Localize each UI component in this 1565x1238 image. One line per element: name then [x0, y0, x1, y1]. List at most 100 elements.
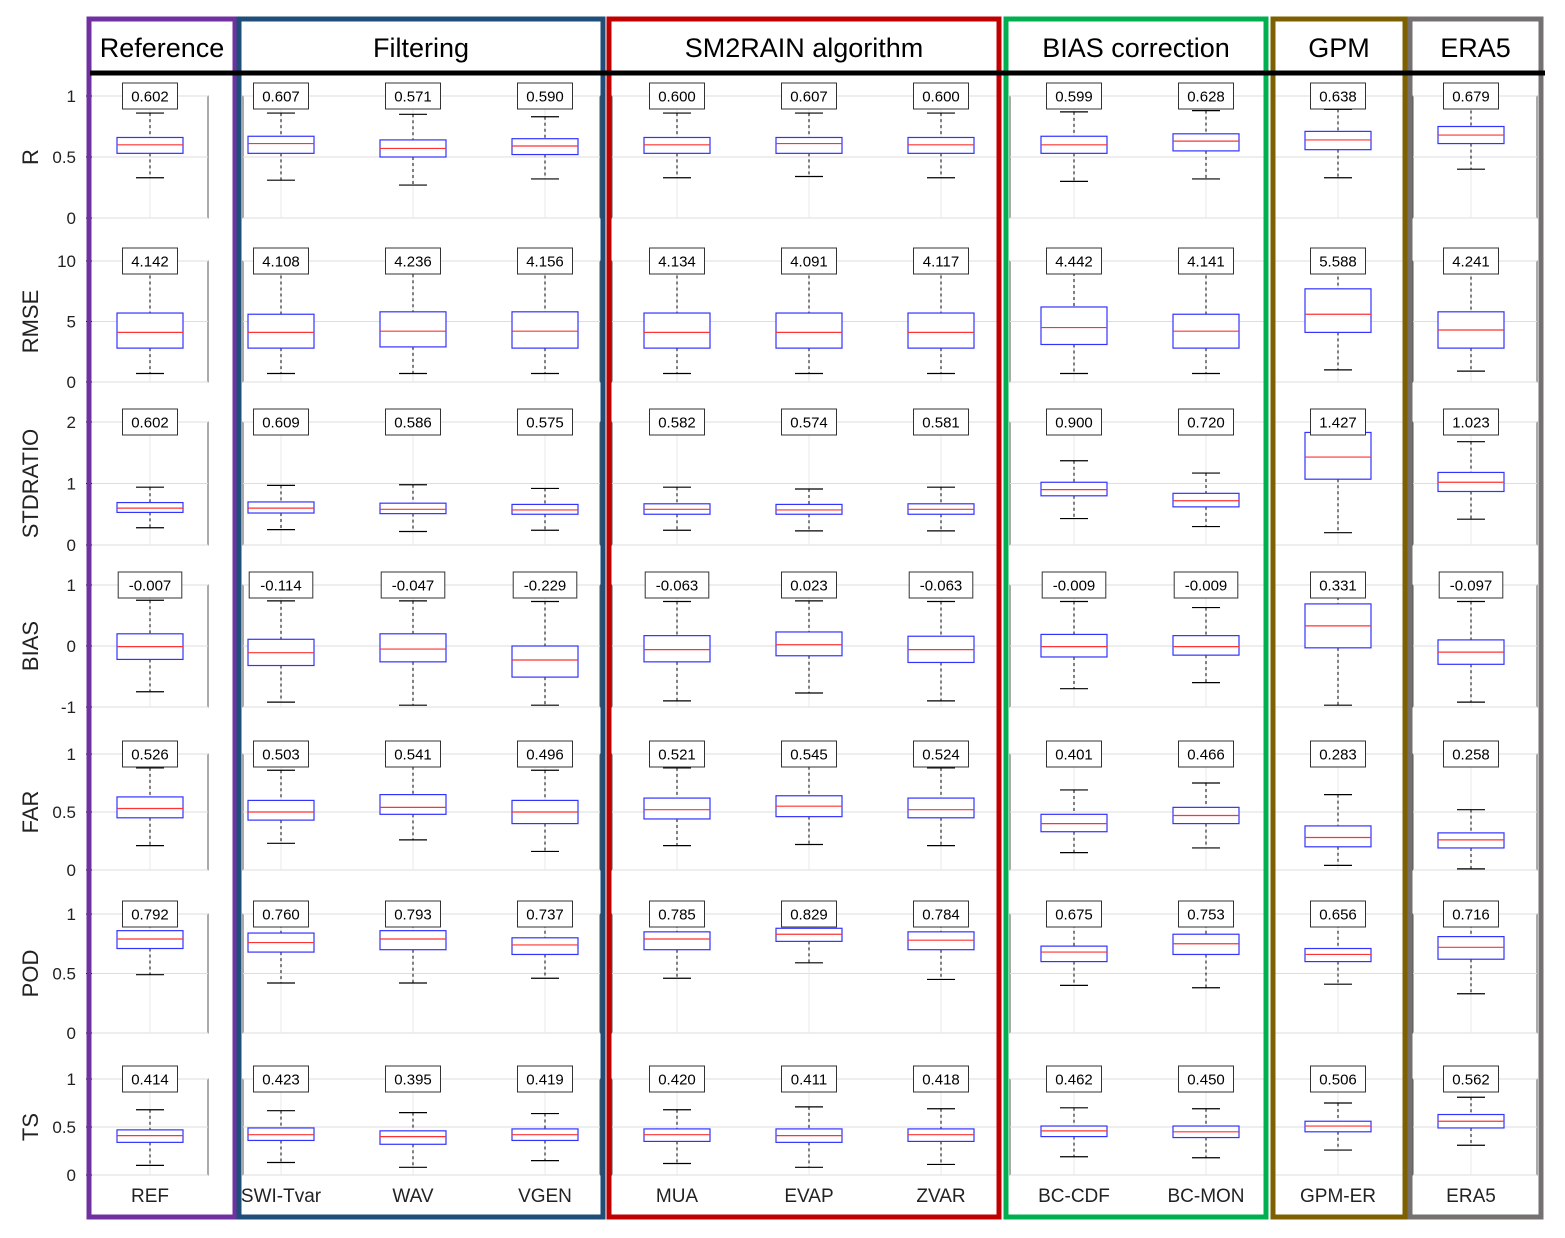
iqr-box: [1304, 288, 1372, 333]
median-label: 0.419: [526, 1072, 564, 1089]
median-label: 0.450: [1187, 1072, 1225, 1089]
median-label-box: [1046, 1065, 1102, 1093]
iqr-box: [511, 937, 579, 956]
x-tick-label: EVAP: [784, 1186, 833, 1207]
median-label-box: [122, 408, 178, 436]
median-label-box: [781, 82, 837, 110]
median-label-box: [913, 82, 969, 110]
median-label: -0.229: [524, 578, 567, 595]
group-era5: ERA5: [1407, 16, 1544, 1220]
box-era5: 4.241: [1437, 247, 1505, 372]
median-label-box: [1178, 82, 1234, 110]
median-label: 0.581: [922, 415, 960, 432]
median-label: 0.395: [394, 1072, 432, 1089]
median-label-box: [1443, 408, 1499, 436]
iqr-box: [643, 136, 711, 154]
iqr-box: [907, 797, 975, 819]
median-label: 0.023: [790, 578, 828, 595]
y-tick-label: 1: [67, 576, 76, 595]
median-label-box: [1046, 408, 1102, 436]
median-label-box: [1310, 247, 1366, 275]
y-axis-label: TS: [18, 1113, 43, 1141]
group-frame: [236, 16, 606, 1220]
iqr-box: [379, 633, 447, 663]
box-swi-tvar: 0.609: [247, 408, 315, 531]
median-label: 0.524: [922, 747, 960, 764]
iqr-box: [379, 502, 447, 515]
median-label-box: [122, 247, 178, 275]
iqr-box: [1040, 633, 1108, 658]
median-label: 0.656: [1319, 907, 1357, 924]
x-tick-labels: REF SWI-Tvar WAV VGEN MUA EVAP ZVAR BC-CDF BC-MO…: [131, 1186, 1496, 1207]
iqr-box: [907, 312, 975, 349]
box-mua: 0.785: [643, 900, 711, 979]
median-label: 0.607: [262, 89, 300, 106]
median-label-box: [122, 1065, 178, 1093]
median-label-box: [1310, 571, 1366, 599]
x-tick-label: GPM-ER: [1300, 1186, 1376, 1207]
group-frames: Reference Filtering SM2RAIN algorithm BIAS …: [86, 16, 1544, 1220]
box-gpm-er: 0.506: [1304, 1065, 1372, 1151]
median-label: 0.638: [1319, 89, 1357, 106]
box-era5: 0.679: [1437, 82, 1505, 170]
median-label-box: [517, 247, 573, 275]
median-label: 0.609: [262, 415, 300, 432]
y-tick-label: 0: [67, 1024, 76, 1043]
box-bc-mon: 4.141: [1172, 247, 1240, 375]
median-label-box: [913, 740, 969, 768]
median-label: 1.427: [1319, 415, 1357, 432]
median-label: 0.600: [922, 89, 960, 106]
median-label-box: [385, 408, 441, 436]
median-label: 1.023: [1452, 415, 1490, 432]
box-gpm-er: 1.427: [1304, 408, 1372, 534]
box-zvar: 4.117: [907, 247, 975, 375]
box-wav: 0.571: [379, 82, 447, 186]
box-mua: -0.063: [643, 571, 711, 702]
iqr-box: [116, 501, 184, 514]
iqr-box: [1304, 825, 1372, 848]
y-tick-label: 1: [67, 1070, 76, 1089]
box-vgen: 0.590: [511, 82, 579, 180]
median-label-box: [1310, 900, 1366, 928]
median-label: 0.571: [394, 89, 432, 106]
median-label: 0.582: [658, 415, 696, 432]
median-label: 4.442: [1055, 254, 1093, 271]
iqr-box: [775, 312, 843, 349]
median-label: 0.586: [394, 415, 432, 432]
median-label-box: [1178, 408, 1234, 436]
y-tick-label: 1: [67, 475, 76, 494]
y-tick-label: 0: [67, 209, 76, 228]
iqr-box: [511, 311, 579, 349]
median-label-box: [1041, 571, 1107, 599]
group-frame: [86, 16, 238, 1220]
median-label: 4.156: [526, 254, 564, 271]
x-tick-label: BC-CDF: [1038, 1186, 1110, 1207]
y-tick-label: 0: [67, 637, 76, 656]
median-label-box: [517, 408, 573, 436]
median-label: 0.331: [1319, 578, 1357, 595]
median-label-box: [380, 571, 446, 599]
panel-far: 0 0.5 1 FAR 0.526 0.503 0.541 0.496 0.521 0.545 0.…: [18, 740, 1538, 880]
median-label-box: [913, 408, 969, 436]
iqr-box: [1040, 306, 1108, 346]
group-filtering: Filtering: [236, 16, 606, 1220]
x-tick-label: SWI-Tvar: [241, 1186, 322, 1207]
median-label-box: [122, 82, 178, 110]
y-tick-label: 0.5: [52, 1118, 76, 1137]
box-era5: 0.258: [1437, 740, 1505, 870]
group-title: Filtering: [373, 33, 469, 63]
median-label: 4.091: [790, 254, 828, 271]
box-gpm-er: 0.656: [1304, 900, 1372, 985]
iqr-box: [775, 136, 843, 154]
median-label-box: [908, 571, 974, 599]
group-title: Reference: [100, 33, 225, 63]
iqr-box: [643, 797, 711, 820]
box-bc-mon: 0.450: [1172, 1065, 1240, 1159]
iqr-box: [1304, 431, 1372, 480]
box-bc-cdf: 0.462: [1040, 1065, 1108, 1158]
median-label: 0.753: [1187, 907, 1225, 924]
x-tick-label: VGEN: [518, 1186, 572, 1207]
median-label: 0.628: [1187, 89, 1225, 106]
box-swi-tvar: 0.423: [247, 1065, 315, 1164]
